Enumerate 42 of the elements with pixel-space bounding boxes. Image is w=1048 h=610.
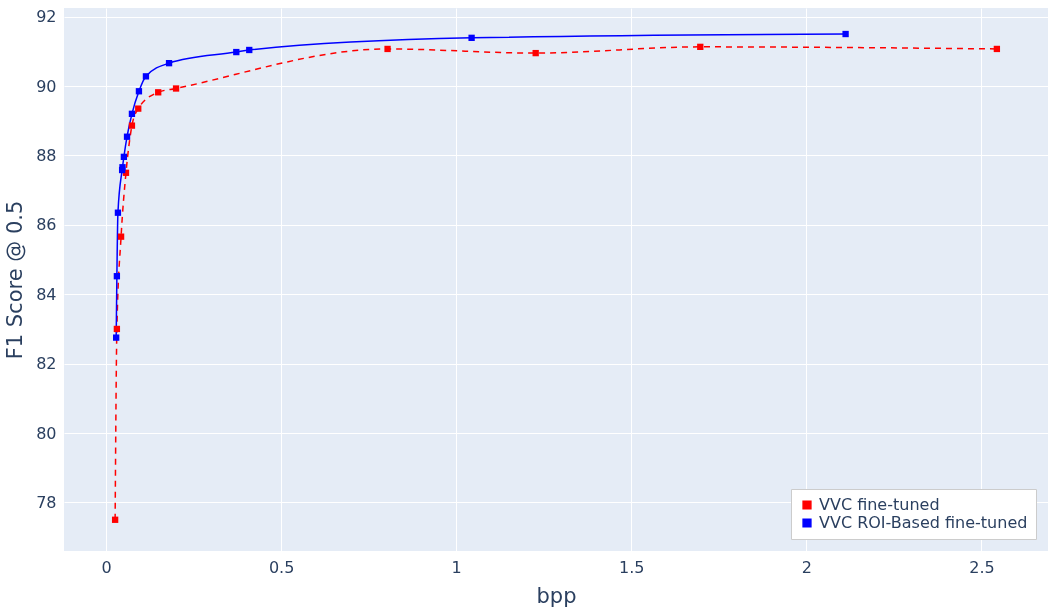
x-tick-label: 1.5 xyxy=(619,557,645,577)
x-tick-label: 0 xyxy=(101,557,112,577)
point xyxy=(128,110,136,117)
y-tick-label: 88 xyxy=(36,145,57,165)
point xyxy=(697,43,704,51)
point xyxy=(114,209,122,216)
point xyxy=(384,45,391,53)
x-tick-label: 2.5 xyxy=(969,557,995,577)
point xyxy=(172,85,180,92)
y-tick-label: 90 xyxy=(36,76,57,96)
point xyxy=(165,60,173,67)
point xyxy=(142,73,150,80)
y-tick-label: 84 xyxy=(36,284,57,304)
legend-label: VVC ROI-Based fine-tuned xyxy=(819,513,1028,532)
x-tick-label: 2 xyxy=(801,557,812,577)
legend-label: VVC fine-tuned xyxy=(819,495,940,514)
y-tick-label: 78 xyxy=(36,492,57,512)
point xyxy=(113,273,121,280)
y-tick-label: 86 xyxy=(36,215,57,235)
point xyxy=(246,46,253,54)
point xyxy=(113,334,120,341)
y-tick-label: 82 xyxy=(36,354,57,374)
point xyxy=(117,233,125,240)
point xyxy=(128,122,136,129)
y-axis-title: F1 Score @ 0.5 xyxy=(3,200,28,360)
y-tick-label: 80 xyxy=(36,423,57,443)
point xyxy=(993,45,1001,53)
point xyxy=(135,88,143,95)
point xyxy=(842,30,849,38)
y-tick-label: 92 xyxy=(36,7,57,27)
point xyxy=(468,34,475,41)
point xyxy=(155,89,162,96)
point xyxy=(113,325,121,333)
point xyxy=(120,153,128,161)
x-tick-label: 0.5 xyxy=(268,557,295,577)
point xyxy=(111,516,119,523)
point xyxy=(135,105,142,112)
x-tick-label: 1 xyxy=(451,557,462,577)
point xyxy=(123,133,131,140)
point xyxy=(233,48,240,56)
point xyxy=(532,49,539,57)
x-axis-title: bpp xyxy=(536,583,577,608)
